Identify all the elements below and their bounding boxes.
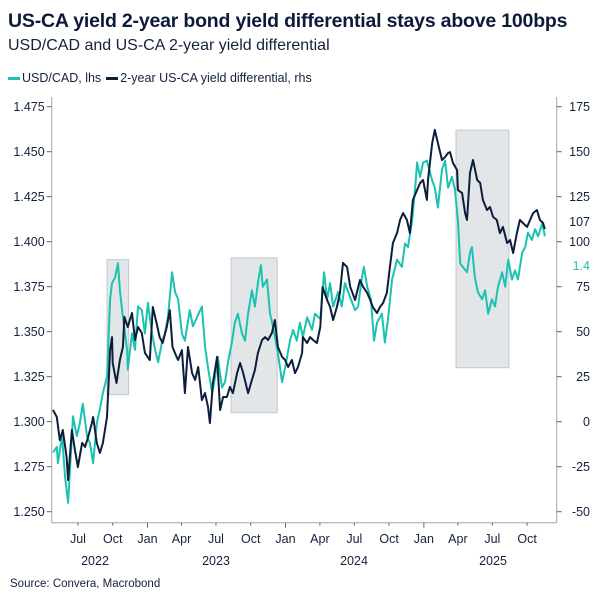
left-tick-label: 1.425 bbox=[13, 190, 44, 204]
left-tick-label: 1.325 bbox=[13, 370, 44, 384]
x-year-label: 2024 bbox=[340, 554, 368, 568]
chart-title: US-CA yield 2-year bond yield differenti… bbox=[8, 10, 568, 32]
x-tick-label: Jul bbox=[208, 532, 224, 546]
right-tick-label: 75 bbox=[576, 280, 590, 294]
left-tick-label: 1.250 bbox=[13, 505, 44, 519]
x-tick-label: Jul bbox=[70, 532, 86, 546]
left-tick-label: 1.375 bbox=[13, 280, 44, 294]
right-tick-label: 175 bbox=[569, 100, 590, 114]
left-tick-label: 1.450 bbox=[13, 145, 44, 159]
x-tick-label: Oct bbox=[379, 532, 399, 546]
left-tick-label: 1.275 bbox=[13, 460, 44, 474]
legend-item-usdcad: USD/CAD, lhs bbox=[8, 71, 101, 85]
legend-label-usdcad: USD/CAD, lhs bbox=[22, 71, 102, 85]
legend-swatch-usdcad bbox=[8, 76, 20, 80]
x-tick-label: Oct bbox=[241, 532, 261, 546]
end-value-label: 1.4 bbox=[573, 259, 590, 273]
chart-subtitle: USD/CAD and US-CA 2-year yield different… bbox=[8, 37, 330, 54]
x-tick-label: Jul bbox=[484, 532, 500, 546]
x-tick-label: Oct bbox=[103, 532, 123, 546]
x-year-label: 2023 bbox=[202, 554, 230, 568]
shaded-regions bbox=[106, 129, 510, 414]
legend: USD/CAD, lhs 2-year US-CA yield differen… bbox=[8, 71, 317, 85]
legend-label-yield-differential: 2-year US-CA yield differential, rhs bbox=[120, 71, 312, 85]
right-tick-label: -25 bbox=[572, 460, 590, 474]
right-tick-label: 50 bbox=[576, 325, 590, 339]
right-tick-label: 100 bbox=[569, 235, 590, 249]
series-lines bbox=[52, 128, 546, 504]
right-tick-label: 125 bbox=[569, 190, 590, 204]
left-tick-label: 1.300 bbox=[13, 415, 44, 429]
x-tick-label: Jan bbox=[414, 532, 434, 546]
legend-swatch-yield-differential bbox=[106, 76, 119, 80]
usdcad-line bbox=[52, 159, 546, 504]
yield-differential-line bbox=[52, 128, 546, 481]
left-tick-label: 1.475 bbox=[13, 100, 44, 114]
source-note: Source: Convera, Macrobond bbox=[10, 578, 161, 590]
x-tick-label: Oct bbox=[517, 532, 537, 546]
x-tick-label: Apr bbox=[172, 532, 191, 546]
x-tick-label: Jan bbox=[275, 532, 295, 546]
x-year-label: 2025 bbox=[479, 554, 507, 568]
x-tick-label: Jul bbox=[346, 532, 362, 546]
right-tick-label: -50 bbox=[572, 505, 590, 519]
axis-labels: 1.2501.2751.3001.3251.3501.3751.4001.425… bbox=[13, 100, 590, 568]
x-tick-label: Apr bbox=[448, 532, 467, 546]
left-tick-label: 1.400 bbox=[13, 235, 44, 249]
end-value-label: 107 bbox=[569, 215, 590, 229]
right-tick-label: 0 bbox=[583, 415, 590, 429]
shaded-region-3 bbox=[455, 129, 510, 369]
x-tick-label: Apr bbox=[310, 532, 329, 546]
left-tick-label: 1.350 bbox=[13, 325, 44, 339]
x-year-label: 2022 bbox=[81, 554, 109, 568]
x-tick-label: Jan bbox=[137, 532, 157, 546]
legend-item-yield-differential: 2-year US-CA yield differential, rhs bbox=[106, 71, 312, 85]
right-tick-label: 25 bbox=[576, 370, 590, 384]
axes bbox=[46, 97, 562, 528]
right-tick-label: 150 bbox=[569, 145, 590, 159]
